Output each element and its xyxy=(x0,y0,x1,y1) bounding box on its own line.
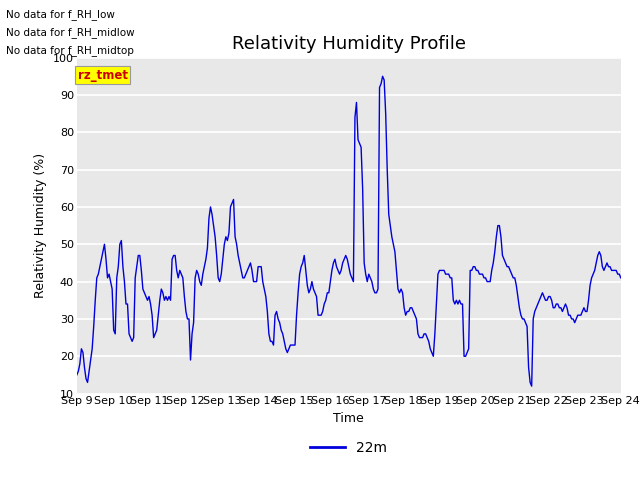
Y-axis label: Relativity Humidity (%): Relativity Humidity (%) xyxy=(35,153,47,298)
Text: rz_tmet: rz_tmet xyxy=(77,69,127,82)
Legend: 22m: 22m xyxy=(305,435,393,461)
Title: Relativity Humidity Profile: Relativity Humidity Profile xyxy=(232,35,466,53)
Text: No data for f_RH_midlow: No data for f_RH_midlow xyxy=(6,27,135,38)
Text: No data for f_RH_midtop: No data for f_RH_midtop xyxy=(6,45,134,56)
Text: No data for f_RH_low: No data for f_RH_low xyxy=(6,9,115,20)
X-axis label: Time: Time xyxy=(333,412,364,425)
